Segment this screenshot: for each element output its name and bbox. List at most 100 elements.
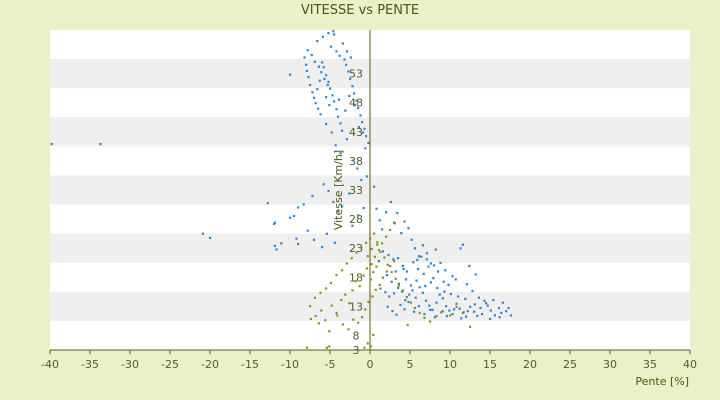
data-point-series-2 (386, 263, 389, 266)
data-point-series-1 (352, 159, 355, 162)
data-point-series-1 (365, 135, 368, 138)
data-point-series-1 (327, 32, 330, 35)
data-point-series-2 (462, 311, 465, 314)
data-point-series-1 (473, 303, 476, 306)
data-point-series-2 (374, 288, 377, 291)
data-point-series-1 (468, 264, 471, 268)
data-point-series-1 (393, 292, 396, 295)
data-point-series-1 (348, 94, 351, 97)
data-point-series-1 (400, 232, 403, 235)
data-point-series-2 (328, 345, 331, 348)
data-point-series-1 (486, 304, 489, 307)
data-point-series-1 (337, 115, 340, 118)
data-point-series-1 (509, 314, 512, 317)
data-point-series-1 (311, 194, 314, 197)
data-point-series-2 (351, 289, 354, 292)
data-point-series-2 (328, 330, 331, 333)
data-point-series-1 (423, 313, 426, 316)
data-point-series-1 (427, 265, 430, 268)
data-point-series-1 (425, 258, 428, 261)
data-point-series-1 (273, 222, 276, 225)
data-point-series-1 (448, 309, 451, 312)
data-point-series-1 (422, 272, 425, 275)
data-point-series-2 (330, 304, 333, 307)
x-tick-label: 35 (643, 358, 657, 371)
y-axis-label: Vitesse [Km/h] (332, 150, 345, 230)
data-point-series-1 (363, 127, 366, 130)
y-tick-label: 13 (349, 300, 363, 313)
data-point-series-1 (403, 220, 406, 223)
data-point-series-1 (438, 293, 441, 296)
data-point-series-1 (325, 96, 328, 99)
data-point-series-1 (357, 125, 360, 129)
data-point-series-2 (365, 267, 368, 270)
data-point-series-1 (396, 211, 399, 215)
data-point-series-1 (280, 242, 283, 245)
data-point-series-2 (379, 250, 382, 254)
y-tick-label: 43 (349, 126, 363, 139)
x-tick-label: -35 (81, 358, 99, 371)
data-point-series-1 (431, 308, 434, 311)
data-point-series-1 (333, 100, 336, 103)
data-point-series-2 (341, 323, 344, 326)
data-point-series-2 (358, 285, 361, 288)
data-point-series-2 (325, 346, 328, 349)
data-point-series-1 (341, 205, 344, 208)
data-point-series-1 (411, 289, 414, 292)
data-point-series-1 (313, 96, 316, 99)
y-tick-label: 23 (349, 242, 363, 255)
data-point-series-1 (442, 280, 445, 283)
data-point-series-1 (305, 63, 308, 66)
data-point-series-1 (401, 264, 404, 268)
data-point-series-2 (390, 271, 393, 274)
x-tick-label: -5 (325, 358, 336, 371)
data-point-series-2 (329, 282, 332, 285)
data-point-series-2 (381, 242, 384, 245)
data-point-series-1 (429, 262, 432, 265)
data-point-series-1 (395, 313, 398, 316)
data-point-series-1 (440, 311, 443, 314)
data-point-series-1 (373, 185, 376, 188)
y-tick-label: 8 (353, 329, 360, 342)
data-point-series-1 (392, 258, 395, 261)
data-point-series-2 (366, 255, 369, 258)
data-point-series-1 (378, 219, 381, 222)
data-point-series-1 (333, 33, 336, 36)
data-points (50, 30, 512, 349)
x-tick-label: 0 (367, 358, 374, 371)
data-point-series-1 (425, 252, 428, 255)
data-point-series-2 (313, 296, 316, 299)
data-point-series-1 (414, 296, 417, 299)
data-point-series-1 (356, 167, 359, 170)
data-point-series-1 (302, 203, 305, 206)
x-tick-label: -15 (241, 358, 259, 371)
data-point-series-1 (407, 300, 410, 303)
data-point-series-1 (99, 143, 102, 146)
data-point-series-2 (350, 257, 353, 260)
y-tick-label: 53 (349, 68, 363, 81)
data-point-series-1 (367, 141, 370, 144)
data-point-series-1 (391, 310, 394, 313)
data-point-series-1 (379, 287, 382, 290)
data-point-series-1 (418, 286, 421, 289)
data-point-series-2 (373, 255, 376, 258)
data-point-series-1 (325, 232, 328, 235)
data-point-series-1 (321, 246, 324, 249)
data-point-series-2 (389, 264, 392, 268)
data-point-series-2 (366, 342, 369, 345)
data-point-series-1 (474, 273, 477, 276)
data-point-series-1 (454, 278, 457, 281)
x-tick-label: 15 (483, 358, 497, 371)
data-point-series-1 (307, 75, 310, 79)
data-point-series-2 (309, 317, 312, 321)
data-point-series-1 (337, 210, 340, 213)
data-point-series-1 (364, 147, 367, 150)
data-point-series-1 (466, 310, 469, 313)
data-point-series-1 (483, 299, 486, 302)
data-point-series-2 (336, 314, 339, 317)
data-point-series-1 (310, 54, 313, 57)
data-point-series-1 (416, 258, 419, 261)
data-point-series-2 (335, 274, 338, 277)
data-point-series-2 (369, 237, 372, 240)
x-tick-label: -10 (281, 358, 299, 371)
